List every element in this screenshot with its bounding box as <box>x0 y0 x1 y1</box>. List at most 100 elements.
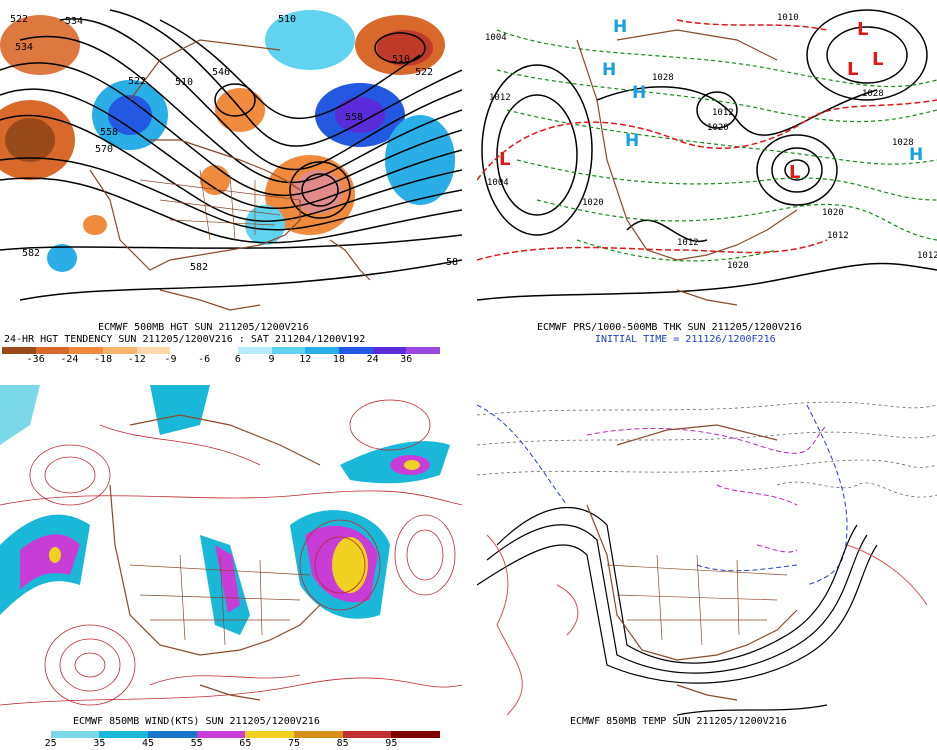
colorbar-tick: 45 <box>141 738 155 749</box>
colorbar-tick: -18 <box>94 354 113 365</box>
colorbar-tick: 12 <box>299 354 312 365</box>
low-pressure-marker: L <box>857 19 868 40</box>
isobars <box>477 9 937 301</box>
borders <box>139 169 301 241</box>
map-pressure-thickness: H H H H H L L L L L 1004 1012 1020 1028 … <box>477 9 937 306</box>
isobar-label: 1020 <box>727 261 749 271</box>
tendency-colorbar <box>2 347 440 354</box>
contour-label: 558 <box>100 127 118 138</box>
high-pressure-marker: H <box>909 145 923 165</box>
caption-height: ECMWF 500MB HGT SUN 211205/1200V216 <box>98 322 309 333</box>
isobar-label: 1010 <box>777 13 799 23</box>
colorbar-segment <box>35 347 70 354</box>
thickness-red <box>477 19 937 261</box>
caption-tendency: 24-HR HGT TENDENCY SUN 211205/1200V216 :… <box>4 334 366 345</box>
colorbar-tick: -12 <box>127 354 146 365</box>
isobar-label: 1020 <box>582 198 604 208</box>
contour-label: 510 <box>392 54 410 65</box>
colorbar-tick: 95 <box>385 738 398 749</box>
high-pressure-marker: H <box>602 60 616 80</box>
temp-red-contours <box>486 534 928 716</box>
coastlines <box>586 424 798 701</box>
caption-initial-time: INITIAL TIME = 211126/1200F216 <box>595 334 776 345</box>
contour-label: 546 <box>212 67 230 78</box>
colorbar-tick: 35 <box>93 738 106 749</box>
contour-label: 570 <box>95 144 113 155</box>
streamlines <box>0 399 462 706</box>
isobar-label: 1028 <box>652 73 674 83</box>
panel-850mb-wind: ECMWF 850MB WIND(KTS) SUN 211205/1200V21… <box>0 385 462 730</box>
coastlines <box>89 39 371 311</box>
map-850mb-wind <box>0 385 462 706</box>
high-pressure-marker: H <box>625 131 639 151</box>
colorbar-segment <box>342 731 392 738</box>
colorbar-tick: -36 <box>26 354 45 365</box>
low-markers: L L L L L <box>499 19 883 183</box>
colorbar-tick: 75 <box>287 738 301 749</box>
colorbar-segment <box>196 731 246 738</box>
colorbar-segment <box>50 731 100 738</box>
colorbar-tick: 25 <box>44 738 57 749</box>
high-pressure-marker: H <box>613 17 627 37</box>
isobar-label: 1012 <box>489 93 511 103</box>
wind-colorbar <box>2 731 440 738</box>
colorbar-tick: -24 <box>60 354 79 365</box>
thickness-green <box>496 29 937 262</box>
contour-label: 522 <box>415 67 433 78</box>
contour-label: 582 <box>190 262 208 273</box>
isobar-label: 1028 <box>892 138 914 148</box>
colorbar-tick: 85 <box>336 738 349 749</box>
temp-blue-contours <box>477 404 848 586</box>
colorbar-tick: 65 <box>239 738 252 749</box>
tendency-fills <box>0 10 455 272</box>
contour-label: 510 <box>175 77 193 88</box>
contour-label: 510 <box>278 14 296 25</box>
colorbar-segment <box>245 731 294 738</box>
height-contours <box>0 9 462 301</box>
tendency-colorbar-ticks: -36 -24 -18 -12 -9 -6 6 9 12 18 24 36 <box>2 354 440 366</box>
colorbar-tick: 6 <box>234 354 241 365</box>
contour-label: 522 <box>10 14 28 25</box>
colorbar-tick: 18 <box>332 354 345 365</box>
isobar-label: 1012 <box>712 108 734 118</box>
colorbar-segment <box>204 347 238 354</box>
isobar-label: 1020 <box>707 123 729 133</box>
map-500mb-height: 522 534 534 510 546 522 510 558 570 582 … <box>0 9 462 311</box>
isobar-label: 1012 <box>917 251 937 261</box>
isobar-label: 1020 <box>822 208 844 218</box>
caption-wind: ECMWF 850MB WIND(KTS) SUN 211205/1200V21… <box>73 716 320 727</box>
colorbar-tick: -6 <box>198 354 211 365</box>
colorbar-segment <box>170 347 205 354</box>
colorbar-segment <box>136 347 171 354</box>
panel-850mb-temp: ECMWF 850MB TEMP SUN 211205/1200V216 <box>477 385 937 730</box>
contour-labels: 522 534 534 510 546 522 510 558 570 582 … <box>10 14 458 273</box>
colorbar-segment <box>69 347 104 354</box>
colorbar-tick: 55 <box>190 738 203 749</box>
contour-label: 522 <box>128 76 146 87</box>
contour-label: 534 <box>65 16 83 27</box>
contour-label: 558 <box>345 112 363 123</box>
colorbar-segment <box>237 347 272 354</box>
isobar-label: 1004 <box>487 178 509 188</box>
isobar-label: 1004 <box>485 33 507 43</box>
high-markers: H H H H H <box>602 17 923 165</box>
map-850mb-temp <box>477 401 937 716</box>
high-pressure-marker: H <box>632 83 646 103</box>
isobar-label: 1012 <box>827 231 849 241</box>
temp-magenta-contours <box>586 424 828 553</box>
contour-label: 534 <box>15 42 33 53</box>
panel-500mb-height: 522 534 534 510 546 522 510 558 570 582 … <box>0 0 462 345</box>
isobar-label: 1028 <box>862 89 884 99</box>
colorbar-tick: 24 <box>366 354 379 365</box>
wind-colorbar-ticks: 25 35 45 55 65 75 85 95 <box>2 738 440 750</box>
temp-dashed-contours <box>477 401 937 498</box>
contour-label: 582 <box>22 248 40 259</box>
caption-temp: ECMWF 850MB TEMP SUN 211205/1200V216 <box>570 716 787 727</box>
panel-pressure-thickness: H H H H H L L L L L 1004 1012 1020 1028 … <box>477 0 937 345</box>
colorbar-segment <box>372 347 407 354</box>
borders <box>606 554 788 646</box>
caption-pressure: ECMWF PRS/1000-500MB THK SUN 211205/1200… <box>537 322 802 333</box>
borders <box>129 554 311 646</box>
colorbar-tick: -9 <box>164 354 177 365</box>
colorbar-segment <box>305 347 339 354</box>
